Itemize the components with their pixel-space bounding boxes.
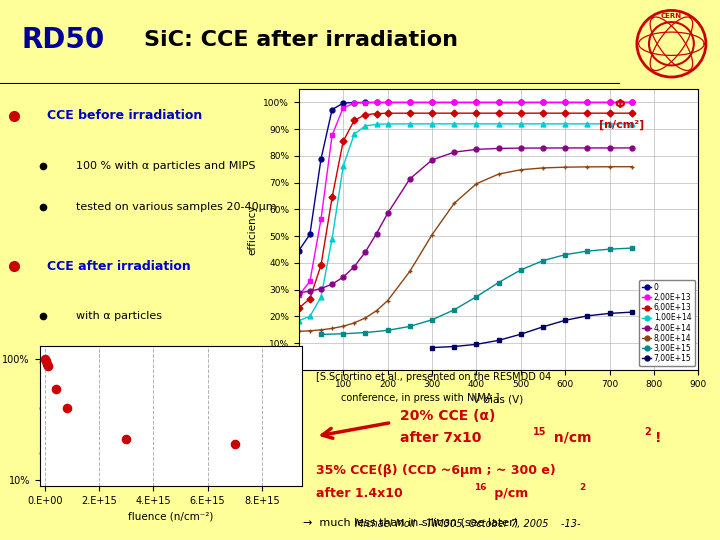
Text: 2: 2 [644, 427, 651, 437]
Y-axis label: efficiency: efficiency [248, 204, 258, 255]
Point [120, 435, 132, 443]
Text: SiC: CCE after irradiation: SiC: CCE after irradiation [144, 30, 458, 50]
Text: with α particles: with α particles [76, 312, 161, 321]
Text: 100 % with α particles and MIPS: 100 % with α particles and MIPS [76, 161, 255, 171]
Text: 2: 2 [579, 483, 585, 492]
Point [40, 355, 51, 364]
Text: Michael Moll – TIM305, October 7, 2005    -13-: Michael Moll – TIM305, October 7, 2005 -… [355, 519, 581, 529]
Text: →  much less than in silicon (see later): → much less than in silicon (see later) [303, 518, 518, 528]
X-axis label: fluence (n/cm⁻²): fluence (n/cm⁻²) [128, 511, 214, 521]
Text: 35% CCE(β) (CCD ~6μm ; ~ 300 e): 35% CCE(β) (CCD ~6μm ; ~ 300 e) [315, 464, 555, 477]
Text: !: ! [654, 430, 661, 444]
Text: 20% CCE (α): 20% CCE (α) [400, 409, 495, 423]
Text: material produced by CREE: material produced by CREE [76, 403, 228, 413]
Point [42, 362, 53, 370]
Text: 16: 16 [474, 483, 486, 492]
Text: after 7x10: after 7x10 [400, 430, 481, 444]
Text: CCE after irradiation: CCE after irradiation [47, 260, 191, 273]
Text: CCE before irradiation: CCE before irradiation [47, 109, 202, 122]
Point [40, 357, 51, 366]
Text: n/cm: n/cm [549, 430, 592, 444]
Point [50, 384, 62, 393]
Text: [n/cm²]: [n/cm²] [598, 120, 644, 130]
Point [61, 403, 73, 412]
Point [229, 440, 240, 448]
Text: 15: 15 [533, 427, 546, 437]
Text: 25 μm thick layer: 25 μm thick layer [76, 448, 174, 458]
X-axis label: V bias (V): V bias (V) [474, 394, 523, 404]
Text: tested on various samples 20-40μm: tested on various samples 20-40μm [76, 202, 276, 212]
Legend: 0, 2,00E+13, 6,00E+13, 1,00E+14, 4,00E+14, 8,00E+14, 3,00E+15, 7,00E+15: 0, 2,00E+13, 6,00E+13, 1,00E+14, 4,00E+1… [639, 280, 695, 366]
Text: conference, in press with NIMA ]: conference, in press with NIMA ] [341, 393, 499, 403]
Text: neutron irradiated samples: neutron irradiated samples [76, 357, 227, 367]
Text: after 1.4x10: after 1.4x10 [315, 487, 402, 500]
Text: [S.Sciortino et al., presented on the RESMDD 04: [S.Sciortino et al., presented on the RE… [315, 373, 551, 382]
Text: p/cm: p/cm [490, 487, 528, 500]
Text: CERN: CERN [661, 14, 682, 19]
Text: Φ: Φ [614, 98, 625, 111]
Point [41, 360, 53, 368]
Text: RD50: RD50 [22, 26, 105, 54]
